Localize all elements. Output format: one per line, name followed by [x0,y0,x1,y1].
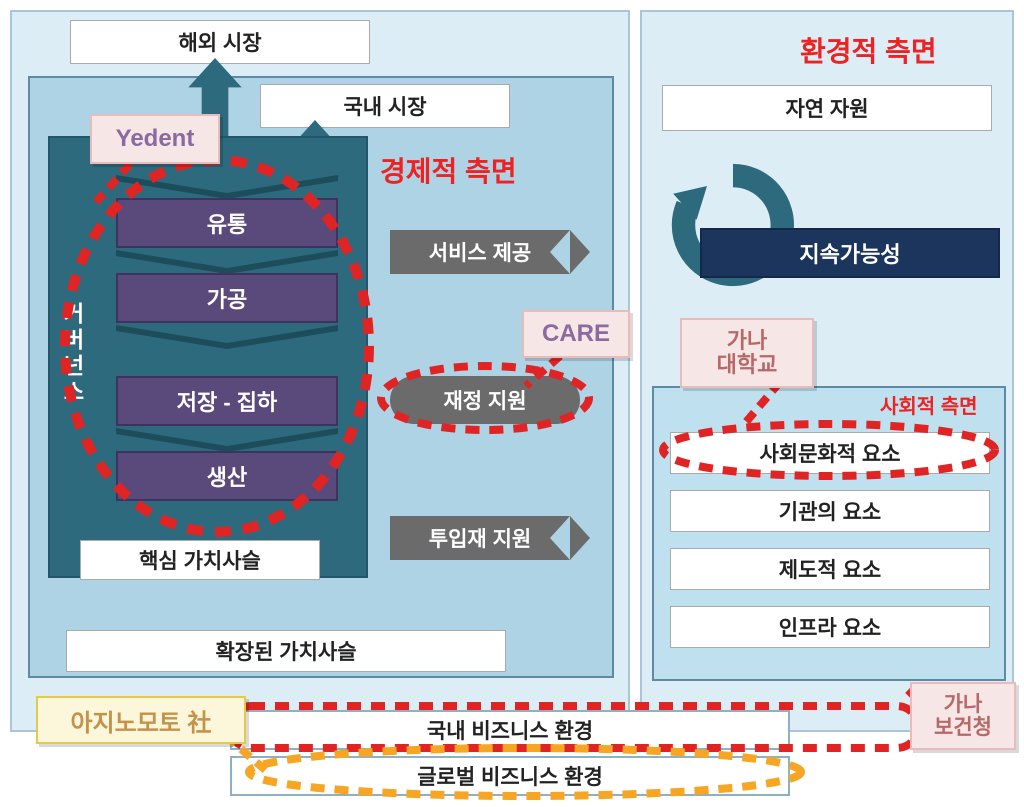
ghana-health-badge: 가나 보건청 [910,682,1016,750]
red-dash-social-oval [654,418,1004,482]
extended-value-chain-label: 확장된 가치사슬 [66,630,506,672]
service-arrow-label: 서비스 제공 [429,237,531,267]
infra-box: 인프라 요소 [670,606,990,648]
ghana-univ-label: 가나 대학교 [717,329,778,377]
ajinomoto-badge: 아지노모토 社 [36,696,246,744]
ghana-univ-badge: 가나 대학교 [680,318,814,388]
natural-resources-box: 자연 자원 [662,85,992,131]
lead-yedent [90,158,150,208]
legal-box: 제도적 요소 [670,548,990,590]
social-title: 사회적 측면 [880,390,978,419]
inputs-arrow: 투입재 지원 [390,516,570,560]
sustainability-box: 지속가능성 [700,228,1000,278]
orange-dash-global-env [240,742,810,802]
economic-title: 경제적 측면 [380,150,517,190]
yedent-badge: Yedent [90,114,220,164]
institutional-box: 기관의 요소 [670,490,990,532]
service-arrow: 서비스 제공 [390,230,570,274]
care-badge: CARE [522,310,630,358]
lead-care [520,352,580,392]
inputs-arrow-label: 투입재 지원 [429,523,531,553]
ghana-health-label: 가나 보건청 [934,693,992,739]
environmental-title: 환경적 측면 [800,30,937,70]
core-value-chain-label: 핵심 가치사슬 [80,540,320,580]
